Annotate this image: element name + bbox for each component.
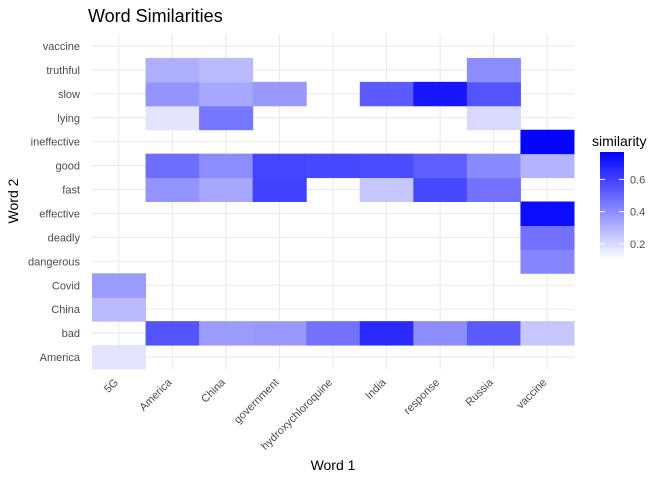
y-tick-vaccine: vaccine: [43, 41, 80, 53]
cell-government-bad: [252, 321, 307, 346]
legend: similarity 0.2 0.4 0.6: [592, 133, 646, 260]
x-tick-response: response: [402, 377, 442, 417]
cell-response-fast: [413, 177, 468, 202]
cell-russia-good: [466, 153, 521, 179]
cell-vaccine-deadly: [520, 225, 575, 250]
cell-america-bad: [145, 321, 200, 346]
cell-india-bad: [359, 321, 414, 346]
y-tick-china: China: [51, 304, 81, 316]
x-tick-vaccine: vaccine: [514, 377, 549, 412]
cell-response-good: [413, 153, 468, 179]
cell-vaccine-good: [520, 153, 575, 179]
cell-russia-lying: [466, 105, 521, 131]
y-tick-truthful: truthful: [46, 65, 80, 77]
cell-5g-china: [92, 297, 147, 322]
y-tick-deadly: deadly: [48, 232, 81, 244]
cell-vaccine-ineffective: [520, 129, 575, 155]
legend-tick-0-2: 0.2: [630, 239, 645, 251]
cell-russia-bad: [466, 321, 521, 346]
cell-government-good: [252, 153, 307, 179]
x-tick-china: China: [199, 376, 228, 405]
cell-china-lying: [199, 105, 254, 131]
cell-government-slow: [252, 81, 307, 107]
x-tick-5g: 5G: [102, 377, 121, 396]
cell-america-slow: [145, 81, 200, 107]
legend-tick-0-6: 0.6: [630, 174, 645, 186]
cell-america-good: [145, 153, 200, 179]
cell-vaccine-effective: [520, 201, 575, 226]
cell-china-slow: [199, 81, 254, 107]
y-tick-effective: effective: [39, 208, 80, 220]
chart-title: Word Similarities: [88, 6, 223, 26]
y-axis-ticks: America bad China Covid dangerous deadly effec…: [28, 41, 81, 364]
cell-5g-covid: [92, 273, 147, 298]
cell-russia-slow: [466, 81, 521, 107]
y-tick-covid: Covid: [52, 280, 80, 292]
cell-china-good: [199, 153, 254, 179]
y-tick-good: good: [56, 161, 80, 173]
cell-india-fast: [359, 177, 414, 202]
legend-title: similarity: [592, 133, 646, 149]
x-tick-government: government: [232, 377, 282, 427]
legend-colorbar: [600, 152, 624, 260]
cell-response-bad: [413, 321, 468, 346]
cell-russia-truthful: [466, 57, 521, 83]
cell-america-fast: [145, 177, 200, 202]
x-tick-america: America: [137, 376, 175, 414]
y-tick-bad: bad: [62, 328, 80, 340]
cell-russia-fast: [466, 177, 521, 202]
x-axis-ticks: 5G America China governmenthydroxychloroqui…: [102, 376, 549, 453]
y-axis-title: Word 2: [5, 178, 21, 223]
heatmap-cells: [92, 57, 575, 370]
cell-china-truthful: [199, 57, 254, 83]
y-tick-lying: lying: [57, 113, 80, 125]
y-tick-america: America: [40, 352, 81, 364]
y-tick-fast: fast: [62, 185, 80, 197]
cell-vaccine-bad: [520, 321, 575, 346]
cell-hydroxychloroquine-good: [306, 153, 361, 179]
cell-america-truthful: [145, 57, 200, 83]
cell-vaccine-dangerous: [520, 249, 575, 274]
cell-hydroxychloroquine-bad: [306, 321, 361, 346]
y-tick-ineffective: ineffective: [31, 137, 80, 149]
cell-china-bad: [199, 321, 254, 346]
y-tick-dangerous: dangerous: [28, 256, 80, 268]
x-axis-title: Word 1: [311, 457, 356, 473]
cell-government-fast: [252, 177, 307, 202]
cell-india-good: [359, 153, 414, 179]
cell-5g-america: [92, 345, 147, 370]
x-tick-india: India: [363, 376, 389, 402]
x-tick-russia: Russia: [464, 376, 497, 409]
legend-tick-0-4: 0.4: [630, 207, 645, 219]
cell-china-fast: [199, 177, 254, 202]
cell-india-slow: [359, 81, 414, 107]
legend-ticks: 0.2 0.4 0.6: [600, 174, 645, 251]
cell-america-lying: [145, 105, 200, 131]
y-tick-slow: slow: [58, 89, 80, 101]
cell-response-slow: [413, 81, 468, 107]
